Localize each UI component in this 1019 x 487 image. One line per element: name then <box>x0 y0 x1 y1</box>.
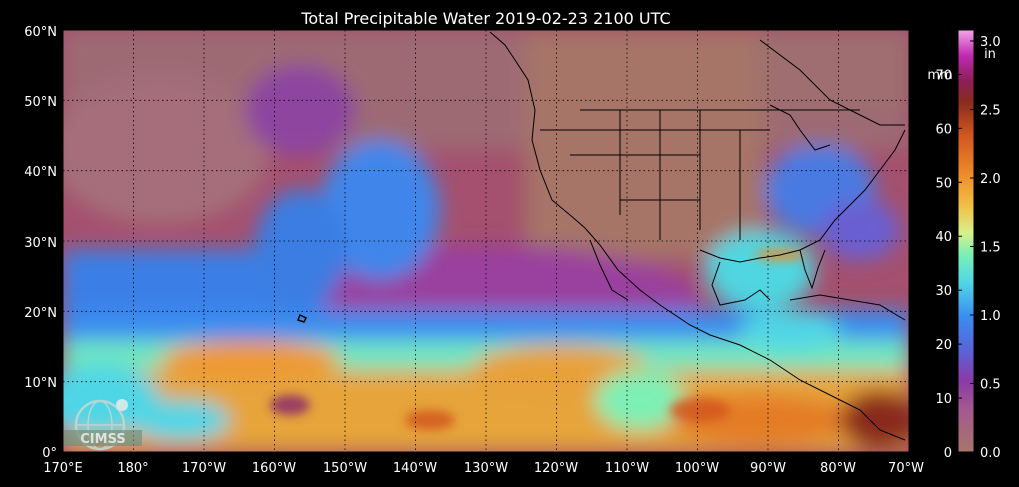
lat-tick-label: 30°N <box>24 236 57 251</box>
lon-tick-label: 170°E <box>43 461 83 476</box>
colorbar <box>957 29 975 453</box>
lat-tick-label: 20°N <box>24 306 57 321</box>
mm-tick-label: 70 <box>935 68 952 83</box>
mm-tick-label: 10 <box>935 392 952 407</box>
lon-tick-label: 80°W <box>820 461 856 476</box>
logo-text: CIMSS <box>80 432 125 447</box>
lon-tick-label: 180° <box>117 461 148 476</box>
in-tick-label: 3.0 <box>980 35 1001 50</box>
lat-tick-label: 60°N <box>24 25 57 40</box>
chart-title: Total Precipitable Water 2019-02-23 2100… <box>300 9 670 28</box>
lon-tick-label: 170°W <box>182 461 226 476</box>
colorbar-unit-mm: mm <box>927 68 952 83</box>
mm-tick-label: 50 <box>935 176 952 191</box>
colorbar-unit-in: in <box>984 47 996 62</box>
cimss-logo: CIMSS <box>64 399 142 451</box>
colorbar-mm-ticks: 0 10 20 30 40 50 60 70 <box>935 68 962 461</box>
mm-tick-label: 20 <box>935 338 952 353</box>
lon-tick-label: 160°W <box>252 461 296 476</box>
lat-tick-label: 0° <box>42 446 57 461</box>
latitude-labels: 60°N 50°N 40°N 30°N 20°N 10°N 0° <box>24 25 57 461</box>
mm-tick-label: 30 <box>935 284 952 299</box>
lat-tick-label: 10°N <box>24 376 57 391</box>
in-tick-label: 1.0 <box>980 309 1001 324</box>
lat-tick-label: 50°N <box>24 95 57 110</box>
lon-tick-label: 100°W <box>675 461 719 476</box>
lon-tick-label: 70°W <box>888 461 924 476</box>
longitude-labels: 170°E 180° 170°W 160°W 150°W 140°W 130°W… <box>43 461 924 476</box>
graticule <box>63 30 909 452</box>
lon-tick-label: 140°W <box>393 461 437 476</box>
in-tick-label: 2.0 <box>980 172 1001 187</box>
lat-tick-label: 40°N <box>24 165 57 180</box>
mm-tick-label: 0 <box>944 446 952 461</box>
lon-tick-label: 110°W <box>605 461 649 476</box>
mm-tick-label: 40 <box>935 230 952 245</box>
in-tick-label: 0.5 <box>980 377 1001 392</box>
lon-tick-label: 120°W <box>534 461 578 476</box>
in-tick-label: 2.5 <box>980 103 1001 118</box>
in-tick-label: 1.5 <box>980 240 1001 255</box>
in-tick-label: 0.0 <box>980 446 1001 461</box>
lon-tick-label: 150°W <box>323 461 367 476</box>
mm-tick-label: 60 <box>935 122 952 137</box>
lon-tick-label: 130°W <box>464 461 508 476</box>
lon-tick-label: 90°W <box>750 461 786 476</box>
colorbar-in-ticks: 0.0 0.5 1.0 1.5 2.0 2.5 3.0 <box>970 35 1001 461</box>
map-frame <box>62 29 910 453</box>
coastlines <box>297 31 906 441</box>
